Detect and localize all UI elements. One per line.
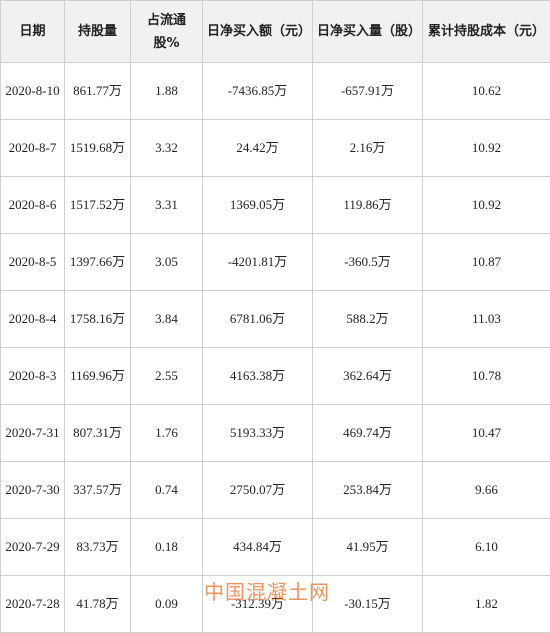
cell-float-pct: 3.84 bbox=[131, 291, 203, 348]
cell-date: 2020-7-28 bbox=[1, 576, 65, 633]
cell-net-buy-amount: -7436.85万 bbox=[203, 63, 313, 120]
table-header: 日期 持股量 占流通股% 日净买入额（元） 日净买入量（股） 累计持股成本（元） bbox=[1, 1, 550, 63]
cell-cumulative-cost: 10.87 bbox=[423, 234, 550, 291]
cell-float-pct: 2.55 bbox=[131, 348, 203, 405]
cell-holdings: 1519.68万 bbox=[65, 120, 131, 177]
cell-net-buy-volume: 253.84万 bbox=[313, 462, 423, 519]
header-row: 日期 持股量 占流通股% 日净买入额（元） 日净买入量（股） 累计持股成本（元） bbox=[1, 1, 550, 63]
table-row: 2020-7-29 83.73万 0.18 434.84万 41.95万 6.1… bbox=[1, 519, 550, 576]
header-holdings: 持股量 bbox=[65, 1, 131, 63]
cell-cumulative-cost: 10.92 bbox=[423, 177, 550, 234]
cell-net-buy-amount: 6781.06万 bbox=[203, 291, 313, 348]
cell-net-buy-amount: 434.84万 bbox=[203, 519, 313, 576]
cell-float-pct: 3.31 bbox=[131, 177, 203, 234]
cell-net-buy-amount: -4201.81万 bbox=[203, 234, 313, 291]
table-row: 2020-8-10 861.77万 1.88 -7436.85万 -657.91… bbox=[1, 63, 550, 120]
cell-date: 2020-7-29 bbox=[1, 519, 65, 576]
cell-date: 2020-8-4 bbox=[1, 291, 65, 348]
cell-date: 2020-8-3 bbox=[1, 348, 65, 405]
cell-net-buy-amount: -312.39万 bbox=[203, 576, 313, 633]
cell-float-pct: 3.32 bbox=[131, 120, 203, 177]
cell-net-buy-volume: -657.91万 bbox=[313, 63, 423, 120]
header-date: 日期 bbox=[1, 1, 65, 63]
cell-net-buy-volume: 2.16万 bbox=[313, 120, 423, 177]
cell-date: 2020-8-10 bbox=[1, 63, 65, 120]
cell-net-buy-volume: 119.86万 bbox=[313, 177, 423, 234]
cell-holdings: 83.73万 bbox=[65, 519, 131, 576]
cell-net-buy-volume: 588.2万 bbox=[313, 291, 423, 348]
header-net-buy-volume: 日净买入量（股） bbox=[313, 1, 423, 63]
cell-float-pct: 0.18 bbox=[131, 519, 203, 576]
cell-net-buy-amount: 4163.38万 bbox=[203, 348, 313, 405]
cell-net-buy-volume: 469.74万 bbox=[313, 405, 423, 462]
cell-holdings: 1517.52万 bbox=[65, 177, 131, 234]
cell-net-buy-amount: 2750.07万 bbox=[203, 462, 313, 519]
header-cumulative-cost: 累计持股成本（元） bbox=[423, 1, 550, 63]
table-row: 2020-7-30 337.57万 0.74 2750.07万 253.84万 … bbox=[1, 462, 550, 519]
cell-holdings: 41.78万 bbox=[65, 576, 131, 633]
cell-cumulative-cost: 11.03 bbox=[423, 291, 550, 348]
table-row: 2020-8-6 1517.52万 3.31 1369.05万 119.86万 … bbox=[1, 177, 550, 234]
table-row: 2020-7-28 41.78万 0.09 -312.39万 -30.15万 1… bbox=[1, 576, 550, 633]
cell-net-buy-amount: 24.42万 bbox=[203, 120, 313, 177]
cell-net-buy-amount: 5193.33万 bbox=[203, 405, 313, 462]
table-row: 2020-8-3 1169.96万 2.55 4163.38万 362.64万 … bbox=[1, 348, 550, 405]
cell-holdings: 1397.66万 bbox=[65, 234, 131, 291]
cell-cumulative-cost: 10.47 bbox=[423, 405, 550, 462]
cell-date: 2020-7-31 bbox=[1, 405, 65, 462]
cell-net-buy-volume: -30.15万 bbox=[313, 576, 423, 633]
cell-net-buy-amount: 1369.05万 bbox=[203, 177, 313, 234]
table-row: 2020-8-7 1519.68万 3.32 24.42万 2.16万 10.9… bbox=[1, 120, 550, 177]
cell-date: 2020-7-30 bbox=[1, 462, 65, 519]
cell-holdings: 1758.16万 bbox=[65, 291, 131, 348]
cell-date: 2020-8-7 bbox=[1, 120, 65, 177]
cell-cumulative-cost: 10.62 bbox=[423, 63, 550, 120]
header-net-buy-amount: 日净买入额（元） bbox=[203, 1, 313, 63]
cell-date: 2020-8-6 bbox=[1, 177, 65, 234]
cell-float-pct: 1.88 bbox=[131, 63, 203, 120]
cell-cumulative-cost: 6.10 bbox=[423, 519, 550, 576]
cell-holdings: 861.77万 bbox=[65, 63, 131, 120]
cell-cumulative-cost: 9.66 bbox=[423, 462, 550, 519]
cell-cumulative-cost: 1.82 bbox=[423, 576, 550, 633]
cell-date: 2020-8-5 bbox=[1, 234, 65, 291]
cell-holdings: 1169.96万 bbox=[65, 348, 131, 405]
table-row: 2020-8-5 1397.66万 3.05 -4201.81万 -360.5万… bbox=[1, 234, 550, 291]
cell-holdings: 807.31万 bbox=[65, 405, 131, 462]
cell-float-pct: 0.74 bbox=[131, 462, 203, 519]
cell-net-buy-volume: 41.95万 bbox=[313, 519, 423, 576]
header-float-pct: 占流通股% bbox=[131, 1, 203, 63]
cell-float-pct: 1.76 bbox=[131, 405, 203, 462]
table-row: 2020-7-31 807.31万 1.76 5193.33万 469.74万 … bbox=[1, 405, 550, 462]
cell-float-pct: 3.05 bbox=[131, 234, 203, 291]
table-row: 2020-8-4 1758.16万 3.84 6781.06万 588.2万 1… bbox=[1, 291, 550, 348]
cell-cumulative-cost: 10.78 bbox=[423, 348, 550, 405]
cell-cumulative-cost: 10.92 bbox=[423, 120, 550, 177]
table-body: 2020-8-10 861.77万 1.88 -7436.85万 -657.91… bbox=[1, 63, 550, 633]
cell-float-pct: 0.09 bbox=[131, 576, 203, 633]
cell-holdings: 337.57万 bbox=[65, 462, 131, 519]
cell-net-buy-volume: -360.5万 bbox=[313, 234, 423, 291]
cell-net-buy-volume: 362.64万 bbox=[313, 348, 423, 405]
